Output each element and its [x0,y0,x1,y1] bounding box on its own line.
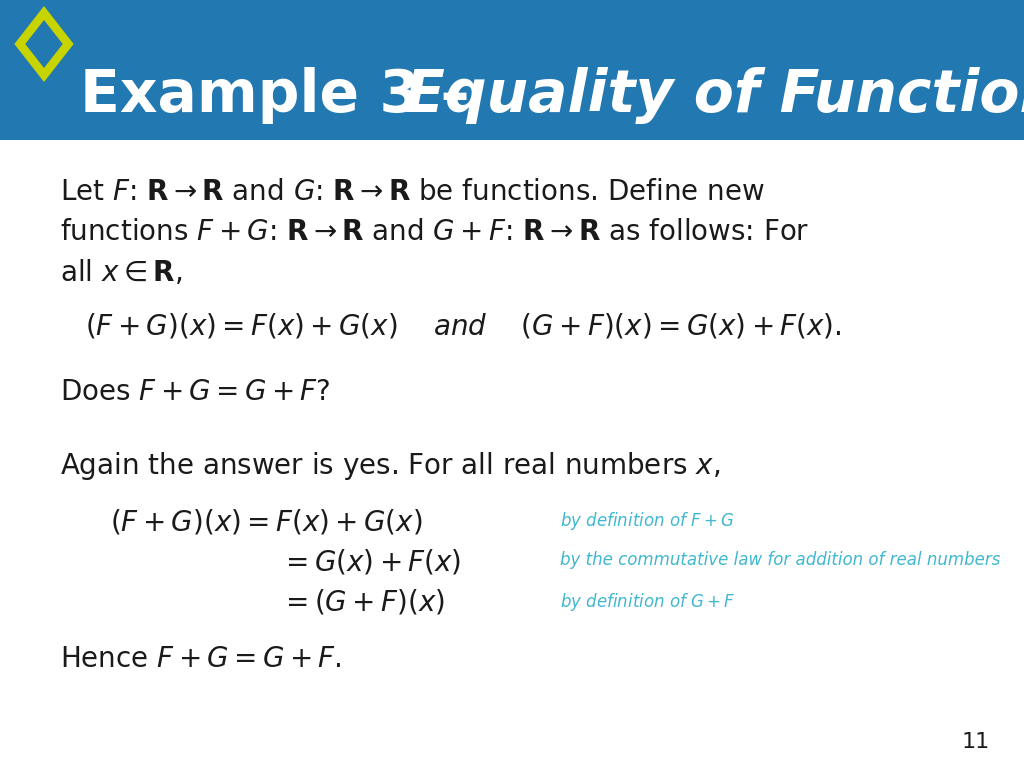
Polygon shape [26,20,62,68]
FancyBboxPatch shape [0,0,1024,140]
Text: Example 3 –: Example 3 – [80,67,490,124]
Text: functions $F + G$: $\mathbf{R} \to \mathbf{R}$ and $G + F$: $\mathbf{R} \to \mat: functions $F + G$: $\mathbf{R} \to \math… [60,218,809,246]
Text: Equality of Functions: Equality of Functions [406,67,1024,124]
Text: $(F + G)(x) = F(x) + G(x)$    and    $(G + F)(x) = G(x) + F(x).$: $(F + G)(x) = F(x) + G(x)$ and $(G + F)(… [85,312,842,341]
Text: by definition of $G + F$: by definition of $G + F$ [560,591,735,613]
Polygon shape [14,6,74,82]
Text: all $x \in \mathbf{R},$: all $x \in \mathbf{R},$ [60,258,182,287]
Text: $= G(x) + F(x)$: $= G(x) + F(x)$ [280,548,461,577]
Text: Let $F$: $\mathbf{R} \to \mathbf{R}$ and $G$: $\mathbf{R} \to \mathbf{R}$ be fun: Let $F$: $\mathbf{R} \to \mathbf{R}$ and… [60,178,765,206]
Text: by the commutative law for addition of real numbers: by the commutative law for addition of r… [560,551,1000,569]
Text: by definition of $F + G$: by definition of $F + G$ [560,510,734,532]
Text: Does $F + G = G + F$?: Does $F + G = G + F$? [60,378,331,406]
Text: 11: 11 [962,732,990,752]
Text: Again the answer is yes. For all real numbers $x$,: Again the answer is yes. For all real nu… [60,450,720,482]
Text: $= (G + F)(x)$: $= (G + F)(x)$ [280,588,444,617]
Text: $(F + G)(x) = F(x) + G(x)$: $(F + G)(x) = F(x) + G(x)$ [110,507,423,536]
Text: Hence $F + G = G + F$.: Hence $F + G = G + F$. [60,645,342,673]
